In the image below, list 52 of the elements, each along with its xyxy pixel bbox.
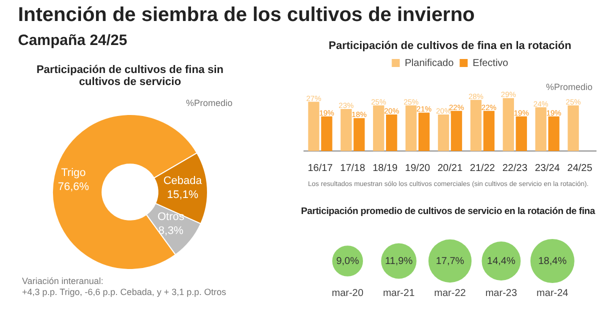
bar <box>438 114 450 151</box>
bar <box>568 105 579 151</box>
bar <box>502 98 514 151</box>
data-label: 9,0% <box>336 256 360 267</box>
x-tick-label: 20/21 <box>437 162 463 174</box>
x-tick-label: 24/25 <box>567 162 593 174</box>
bar <box>450 110 462 151</box>
bar <box>548 116 560 151</box>
chart-subtitle: Campaña 24/25 <box>18 32 128 49</box>
data-label: 11,9% <box>384 256 413 267</box>
bar <box>535 107 546 151</box>
x-tick-label: 23/24 <box>534 162 560 174</box>
bar <box>516 116 527 151</box>
bar <box>354 118 365 151</box>
data-label: 15,1% <box>167 189 198 202</box>
bar <box>418 112 430 151</box>
bar <box>470 100 482 151</box>
data-label: 8,3% <box>158 225 184 238</box>
category-label: mar-20 <box>332 288 364 299</box>
slice-label: Otros <box>157 211 185 224</box>
chart-title: Participación de cultivos de fina en la rotación <box>328 40 572 52</box>
x-tick-label: 16/17 <box>308 162 334 174</box>
x-tick-label: 21/22 <box>470 162 496 174</box>
category-label: mar-22 <box>434 288 466 299</box>
category-label: mar-23 <box>485 288 518 299</box>
x-tick-label: 18/19 <box>372 162 398 174</box>
data-label: 76,6% <box>58 181 90 194</box>
data-label: 14,4% <box>487 256 516 267</box>
bar <box>373 105 384 151</box>
slice-label: Cebada <box>163 175 203 188</box>
legend-label: Efectivo <box>472 58 509 69</box>
bar <box>340 109 352 151</box>
x-tick-label: 19/20 <box>405 162 431 174</box>
text: Participación promedio de cultivos de servicio en la rotación de fina <box>300 206 596 217</box>
bar <box>321 116 332 151</box>
bar <box>308 102 320 151</box>
bar <box>386 114 398 151</box>
legend-label: Planificado <box>404 58 454 69</box>
chart-title: Intención de siembra de los cultivos de invierno <box>18 4 475 27</box>
text: Participación de cultivos de fina sin cultivos de servicio <box>35 64 225 88</box>
slice-label: Trigo <box>61 167 86 180</box>
text: %Promedio <box>186 98 233 108</box>
x-tick-label: 17/18 <box>340 162 366 174</box>
text: Variación interanual: +4,3 p.p. Trigo, -6,6 p.p. Cebada, y + 3,1 p.p. Otros <box>22 276 226 298</box>
category-label: mar-21 <box>382 288 416 299</box>
text: %Promedio <box>546 82 593 92</box>
bar <box>483 110 495 151</box>
x-tick-label: 22/23 <box>502 162 528 174</box>
bar <box>405 105 417 151</box>
category-label: mar-24 <box>536 288 569 299</box>
data-label: 18,4% <box>538 256 567 267</box>
data-label: 17,7% <box>436 256 464 267</box>
